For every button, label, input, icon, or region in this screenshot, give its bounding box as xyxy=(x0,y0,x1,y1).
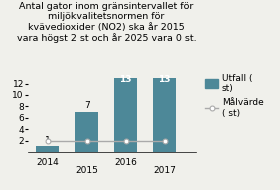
Legend: Utfall (
st), Målvärde
( st): Utfall ( st), Målvärde ( st) xyxy=(204,73,265,119)
Text: 2016: 2016 xyxy=(114,158,137,167)
Bar xyxy=(153,78,176,152)
Text: 2015: 2015 xyxy=(75,166,98,175)
Text: 13: 13 xyxy=(158,75,171,84)
Text: 13: 13 xyxy=(120,75,132,84)
Bar xyxy=(114,78,137,152)
Text: 2014: 2014 xyxy=(36,158,59,167)
Bar xyxy=(36,146,59,152)
Text: 7: 7 xyxy=(84,101,90,110)
Text: Antal gator inom gränsintervallet för
miljökvalitetsnormen för
kvävedioxider (NO: Antal gator inom gränsintervallet för mi… xyxy=(17,2,196,43)
Bar xyxy=(75,112,98,152)
Text: 2017: 2017 xyxy=(153,166,176,175)
Text: 1: 1 xyxy=(45,136,50,145)
